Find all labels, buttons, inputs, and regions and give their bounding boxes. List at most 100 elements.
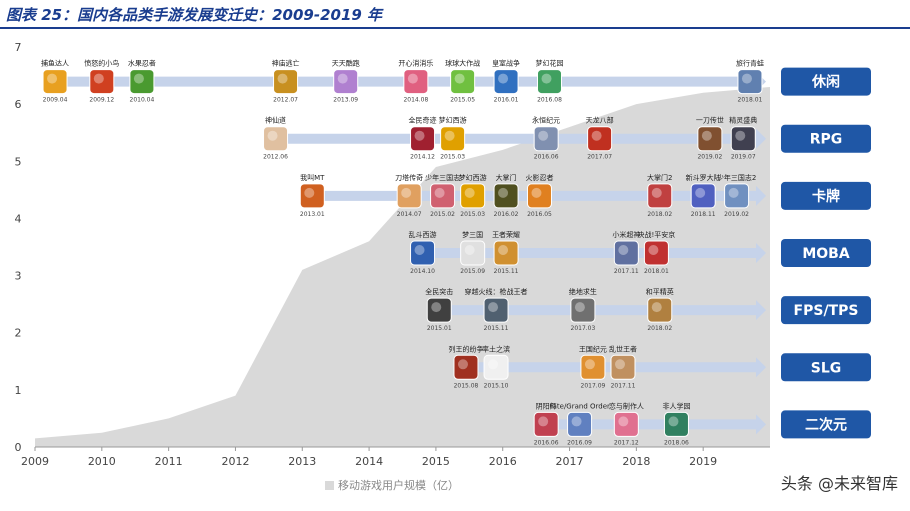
- x-tick-label: 2017: [556, 455, 584, 468]
- game-date: 2015.02: [430, 211, 455, 218]
- game-name: 大掌门2: [647, 173, 672, 182]
- legend-label: 移动游戏用户规模（亿）: [338, 479, 459, 492]
- game-icon: [690, 183, 716, 209]
- game-icon-highlight: [337, 73, 348, 84]
- game-date: 2015.03: [440, 154, 465, 161]
- category-label: MOBA: [802, 246, 850, 262]
- x-tick-label: 2010: [88, 455, 116, 468]
- game-name: 旅行青蛙: [736, 59, 764, 68]
- game-name: 王者荣耀: [492, 230, 520, 239]
- game-icon: [643, 240, 669, 266]
- game-icon: [410, 126, 436, 152]
- game-name: 火影忍者: [525, 173, 553, 182]
- game-item: 捕鱼达人 2009.04: [41, 59, 69, 104]
- watermark: 头条 @未来智库: [780, 474, 898, 493]
- game-date: 2014.07: [397, 211, 422, 218]
- title-rule: [0, 27, 910, 29]
- game-item: 非人学园 2018.06: [662, 401, 690, 446]
- game-item: 天龙八部 2017.07: [586, 116, 614, 161]
- game-icon-highlight: [648, 245, 659, 255]
- game-date: 2013.01: [300, 211, 325, 218]
- game-icon-highlight: [741, 73, 752, 84]
- game-icon-highlight: [728, 187, 739, 198]
- x-tick-label: 2018: [622, 455, 650, 468]
- game-date: 2012.06: [263, 154, 288, 161]
- game-name: 绝地求生: [569, 287, 597, 296]
- game-name: 决战!平安京: [638, 230, 676, 239]
- game-name: 刀塔传奇: [395, 173, 423, 182]
- game-icon: [299, 183, 325, 209]
- game-icon: [493, 183, 519, 209]
- game-name: 永恒纪元: [532, 116, 560, 125]
- game-date: 2015.05: [450, 97, 475, 104]
- game-item: Fate/Grand Order 2016.09: [549, 402, 610, 446]
- category-box-bg: [781, 239, 871, 267]
- game-name: Fate/Grand Order: [549, 402, 610, 410]
- game-icon: [273, 69, 299, 95]
- game-icon-highlight: [541, 73, 552, 84]
- game-icon: [493, 69, 519, 95]
- game-date: 2016.06: [534, 439, 559, 446]
- game-item: 决战!平安京 2018.01: [638, 230, 676, 275]
- category-box: FPS/TPS: [781, 296, 871, 325]
- category-box-bg: [781, 353, 871, 382]
- game-icon-highlight: [584, 359, 595, 370]
- game-icon: [426, 297, 452, 323]
- y-tick-label: 6: [15, 98, 22, 111]
- game-date: 2016.05: [527, 211, 552, 218]
- game-icon: [483, 297, 509, 323]
- game-icon-highlight: [538, 130, 549, 141]
- game-icon-highlight: [651, 187, 662, 198]
- game-name: 水果忍者: [128, 59, 156, 68]
- game-icon: [647, 183, 673, 209]
- game-icon: [647, 297, 673, 323]
- game-item: 天天酷跑 2013.09: [332, 59, 360, 104]
- game-icon: [580, 354, 606, 380]
- game-icon-highlight: [498, 187, 509, 198]
- category-label: 卡牌: [812, 188, 840, 205]
- x-tick-label: 2016: [489, 455, 517, 468]
- game-date: 2014.10: [410, 268, 435, 275]
- game-name: 小米超神: [612, 230, 640, 239]
- category-box: 休闲: [781, 67, 871, 96]
- game-icon: [460, 183, 486, 209]
- game-name: 全民突击: [425, 287, 453, 296]
- category-label: FPS/TPS: [794, 303, 859, 319]
- game-name: 乱斗西游: [409, 230, 437, 239]
- game-icon: [440, 126, 466, 152]
- game-icon: [697, 126, 723, 152]
- y-tick-label: 5: [15, 155, 22, 168]
- game-item: 率土之滨 2015.10: [482, 344, 510, 389]
- game-item: 全民奇迹 2014.12: [409, 116, 437, 161]
- game-item: 王国纪元 2017.09: [579, 344, 607, 389]
- game-icon: [493, 240, 519, 266]
- category-box-bg: [781, 124, 871, 153]
- game-name: 梦幻西游: [439, 116, 467, 125]
- game-name: 梦幻花园: [536, 59, 564, 68]
- game-date: 2017.07: [587, 154, 612, 161]
- game-item: 永恒纪元 2016.06: [532, 116, 560, 161]
- game-item: 穿越火线：枪战王者 2015.11: [465, 287, 528, 332]
- game-name: 大掌门: [496, 173, 517, 182]
- game-item: 新斗罗大陆 2018.11: [686, 173, 721, 218]
- game-icon: [737, 69, 763, 95]
- game-icon: [533, 411, 559, 437]
- game-name: 天天酷跑: [332, 59, 360, 68]
- category-box-bg: [781, 296, 871, 325]
- game-item: 少年三国志2 2019.02: [717, 173, 756, 218]
- game-icon-highlight: [277, 73, 288, 84]
- game-icon-highlight: [651, 302, 662, 313]
- game-icon-highlight: [133, 73, 144, 84]
- game-date: 2015.11: [494, 268, 519, 275]
- game-item: 大掌门2 2018.02: [647, 173, 672, 218]
- game-icon-highlight: [444, 130, 455, 141]
- game-name: 梦幻西游: [459, 173, 487, 182]
- game-icon-highlight: [434, 187, 445, 198]
- game-icon: [533, 126, 559, 152]
- game-name: 球球大作战: [445, 59, 480, 68]
- game-name: 非人学园: [662, 401, 690, 410]
- y-tick-label: 4: [15, 212, 22, 225]
- game-icon-highlight: [454, 73, 465, 84]
- game-date: 2015.03: [460, 211, 485, 218]
- game-date: 2017.03: [571, 325, 596, 332]
